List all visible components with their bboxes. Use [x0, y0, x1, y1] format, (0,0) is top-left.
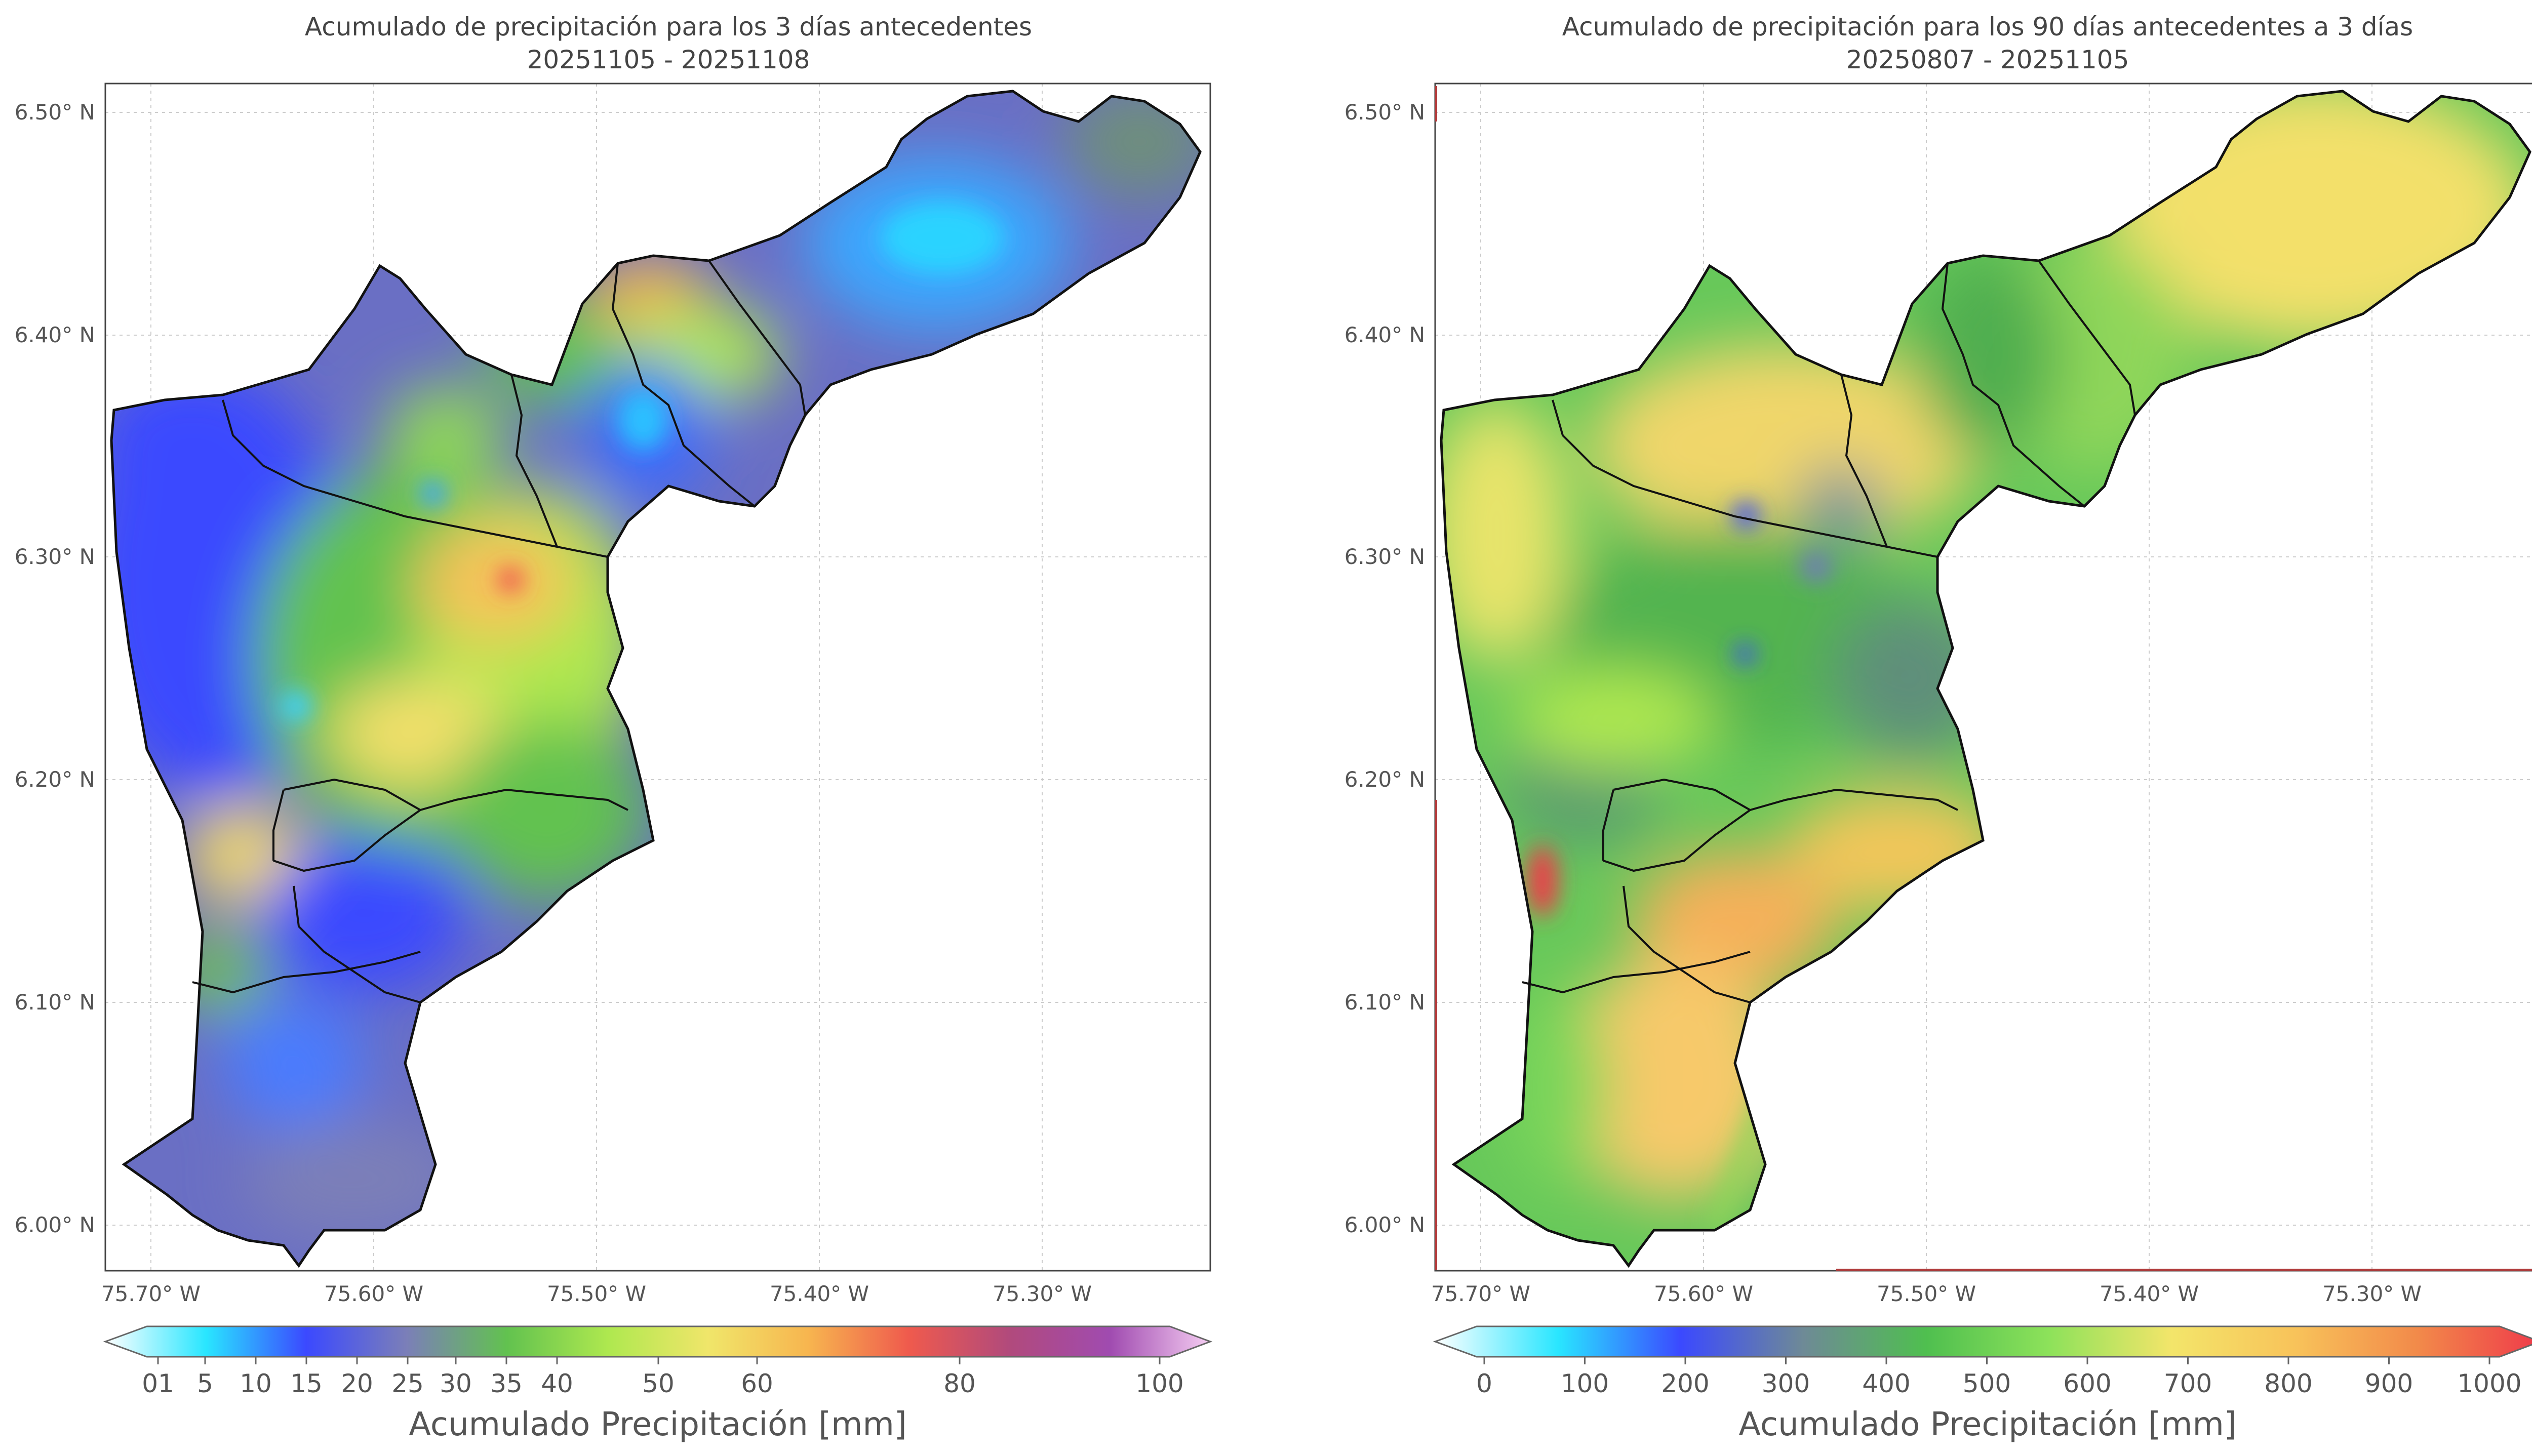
subbasin-lines-left	[192, 260, 806, 1003]
map-panel-right: Acumulado de precipitación para los 90 d…	[1344, 12, 2532, 1443]
lat-tick: 6.40° N	[15, 322, 95, 347]
map-title-right: Acumulado de precipitación para los 90 d…	[1562, 12, 2413, 42]
precip-field-left	[111, 91, 1200, 1266]
precip-field-right	[1441, 91, 2530, 1266]
colorbar-tick-label: 60	[741, 1369, 773, 1398]
lat-tick: 6.10° N	[15, 990, 95, 1015]
colorbar-tick-label: 900	[2365, 1369, 2413, 1398]
colorbar-label-left: Acumulado Precipitación [mm]	[409, 1406, 907, 1443]
colorbar-tick-label: 10	[240, 1369, 272, 1398]
lat-tick: 6.50° N	[15, 100, 95, 125]
colorbar-label-right: Acumulado Precipitación [mm]	[1738, 1406, 2237, 1443]
map-title-left: Acumulado de precipitación para los 3 dí…	[305, 12, 1032, 42]
lon-tick: 75.70° W	[1431, 1281, 1530, 1306]
colorbar-tick-label: 25	[391, 1369, 424, 1398]
colorbar-tick-label: 80	[943, 1369, 976, 1398]
colorbar-left: 01 5 10 15 20 25 30 35 40 50 60 80 100 Acumulado Pre…	[103, 1325, 1213, 1443]
lon-tick: 75.50° W	[1877, 1281, 1976, 1306]
lon-ticks-right: 75.70° W 75.60° W 75.50° W 75.40° W 75.3…	[1431, 1281, 2422, 1306]
lat-tick: 6.50° N	[1344, 100, 1425, 125]
lon-tick: 75.40° W	[2100, 1281, 2199, 1306]
colorbar-tick-label: 700	[2164, 1369, 2212, 1398]
lat-tick: 6.20° N	[15, 767, 95, 792]
lon-tick: 75.60° W	[324, 1281, 423, 1306]
colorbar-tick-label: 200	[1661, 1369, 1709, 1398]
colorbar-tick-label: 40	[541, 1369, 573, 1398]
colorbar-tick-label: 500	[1963, 1369, 2011, 1398]
subbasin-lines-right	[1522, 260, 2136, 1003]
lat-tick: 6.40° N	[1344, 322, 1425, 347]
lat-tick: 6.30° N	[1344, 544, 1425, 569]
lon-tick: 75.50° W	[547, 1281, 646, 1306]
colorbar-tick-label: 1000	[2457, 1369, 2521, 1398]
colorbar-tick-label: 100	[1561, 1369, 1609, 1398]
lat-tick: 6.00° N	[15, 1212, 95, 1237]
lon-tick: 75.60° W	[1654, 1281, 1753, 1306]
colorbar-tick-label: 400	[1862, 1369, 1910, 1398]
lat-tick: 6.00° N	[1344, 1212, 1425, 1237]
colorbar-tick-label: 100	[1135, 1369, 1183, 1398]
lat-tick: 6.10° N	[1344, 990, 1425, 1015]
colorbar-tick-label: 5	[197, 1369, 213, 1398]
colorbar-tick-label: 0	[1476, 1369, 1492, 1398]
colorbar-tick-label: 300	[1762, 1369, 1810, 1398]
lon-tick: 75.70° W	[101, 1281, 201, 1306]
colorbar-tick-label: 15	[290, 1369, 323, 1398]
lat-tick: 6.30° N	[15, 544, 95, 569]
colorbar-tick-label: 20	[341, 1369, 373, 1398]
colorbar-right: 0 100 200 300 400 500 600 700 800 900 1000 Acumula…	[1433, 1325, 2532, 1443]
lat-ticks-right: 6.50° N 6.40° N 6.30° N 6.20° N 6.10° N …	[1344, 100, 1425, 1237]
lon-tick: 75.40° W	[770, 1281, 869, 1306]
colorbar-ticks-right: 0 100 200 300 400 500 600 700 800 900 1000	[1476, 1357, 2522, 1398]
colorbar-tick-label: 50	[642, 1369, 675, 1398]
colorbar-tick-label: 600	[2063, 1369, 2111, 1398]
axes-frame-left	[104, 83, 1211, 1272]
lat-tick: 6.20° N	[1344, 767, 1425, 792]
lon-tick: 75.30° W	[2322, 1281, 2422, 1306]
colorbar-tick-label: 30	[440, 1369, 472, 1398]
lat-ticks-left: 6.50° N 6.40° N 6.30° N 6.20° N 6.10° N …	[15, 100, 95, 1237]
lon-ticks-left: 75.70° W 75.60° W 75.50° W 75.40° W 75.3…	[101, 1281, 1092, 1306]
colorbar-ticks-left: 01 5 10 15 20 25 30 35 40 50 60 80 100	[142, 1357, 1184, 1398]
map-subtitle-right: 20250807 - 20251105	[1846, 45, 2129, 74]
colorbar-tick-label: 01	[142, 1369, 174, 1398]
lon-tick: 75.30° W	[993, 1281, 1092, 1306]
map-subtitle-left: 20251105 - 20251108	[527, 45, 810, 74]
colorbar-tick-label: 35	[490, 1369, 523, 1398]
map-panel-left: Acumulado de precipitación para los 3 dí…	[15, 12, 1213, 1443]
colorbar-tick-label: 800	[2264, 1369, 2312, 1398]
